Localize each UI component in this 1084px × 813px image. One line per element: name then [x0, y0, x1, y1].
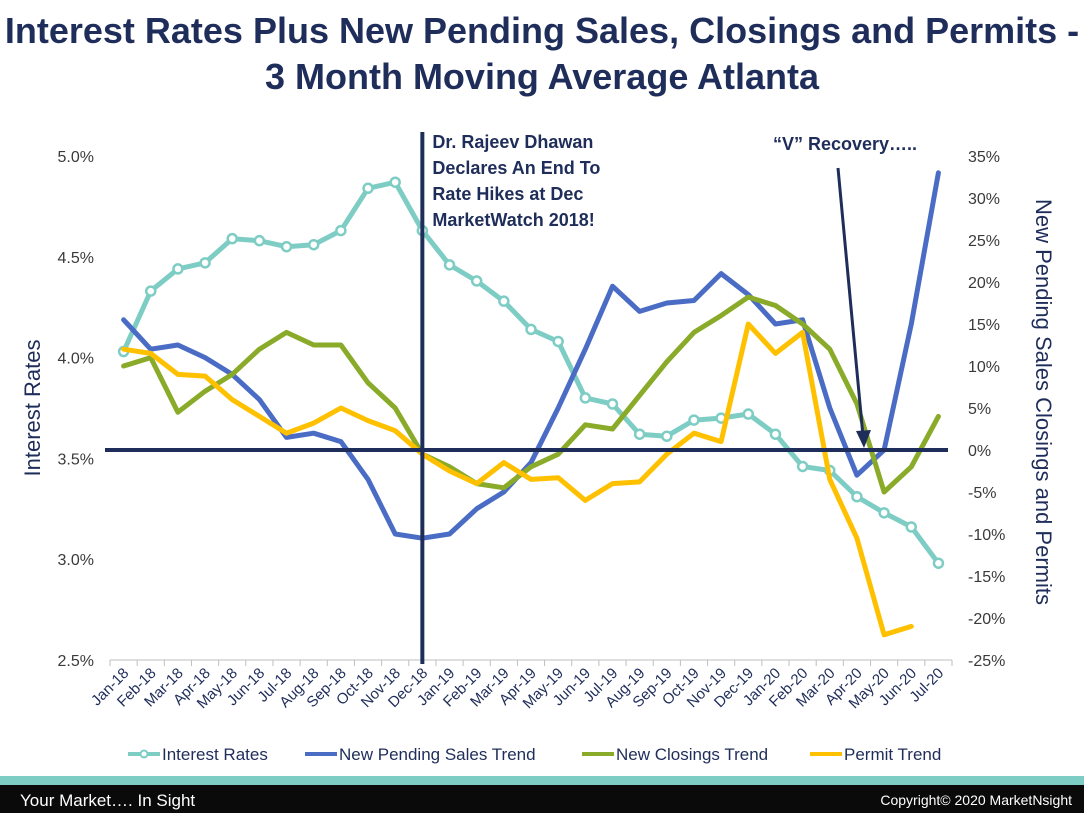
right-tick-label: -15% [968, 569, 1005, 586]
legend-label-new-pending-sales-trend: New Pending Sales Trend [339, 745, 536, 764]
left-tick-label: 4.0% [58, 351, 94, 368]
data-point-interest-rates [796, 460, 809, 473]
right-tick-label: 25% [968, 233, 1000, 250]
data-point-interest-rates [633, 428, 646, 440]
footer-tagline: Your Market…. In Sight [20, 791, 196, 810]
v-recovery-arrow-shaft [836, 167, 865, 435]
left-tick-label: 4.5% [58, 250, 94, 267]
series-line-interest-rates [121, 179, 941, 566]
right-tick-label: 35% [968, 149, 1000, 166]
data-point-interest-rates [335, 224, 347, 237]
annotation-dhawan-line: MarketWatch 2018! [432, 210, 594, 230]
v-recovery-arrowhead [856, 430, 871, 448]
right-tick-label: 15% [968, 317, 1000, 334]
data-point-interest-rates [498, 295, 510, 307]
right-tick-label: -10% [968, 527, 1005, 544]
data-point-interest-rates [552, 335, 564, 348]
legend-label-permit-trend: Permit Trend [844, 745, 941, 764]
series-lines [117, 170, 945, 638]
annotation-dhawan-line: Dr. Rajeev Dhawan [432, 132, 593, 152]
data-point-interest-rates [144, 285, 157, 297]
right-tick-label: -20% [968, 611, 1005, 628]
data-point-interest-rates [199, 257, 211, 269]
right-tick-label: 5% [968, 401, 991, 418]
data-point-interest-rates [606, 398, 619, 410]
series-line-permit-trend [121, 321, 914, 638]
right-tick-label: 10% [968, 359, 1000, 376]
data-point-interest-rates [661, 430, 673, 442]
footer-accent-band [0, 776, 1084, 785]
annotation-dhawan-line: Declares An End To [432, 158, 600, 178]
data-point-interest-rates [470, 275, 483, 287]
data-point-interest-rates [172, 263, 184, 275]
annotation-dhawan-line: Rate Hikes at Dec [432, 184, 583, 204]
right-tick-label: 0% [968, 443, 991, 460]
right-tick-label: 30% [968, 191, 1000, 208]
right-tick-label: -5% [968, 485, 996, 502]
data-point-interest-rates [851, 490, 863, 503]
chart-title: Interest Rates Plus New Pending Sales, C… [4, 10, 1080, 97]
reference-lines [105, 132, 948, 664]
data-point-interest-rates [280, 240, 293, 253]
annotations: Dr. Rajeev Dhawan Declares An End To Rate … [432, 132, 917, 448]
data-point-interest-rates [742, 408, 755, 420]
legend: Interest Rates New Pending Sales Trend New… [128, 745, 941, 764]
data-point-interest-rates [362, 182, 374, 195]
data-point-interest-rates [769, 428, 782, 440]
data-point-interest-rates [226, 232, 238, 245]
data-point-interest-rates [253, 234, 266, 247]
data-point-interest-rates [905, 521, 918, 533]
left-tick-label: 3.0% [58, 552, 94, 569]
series-line-new-pending-sales-trend [121, 170, 941, 541]
legend-label-new-closings-trend: New Closings Trend [616, 745, 768, 764]
legend-marker-interest-rates [139, 749, 149, 759]
data-point-interest-rates [443, 259, 456, 271]
footer-copyright: Copyright© 2020 MarketNsight [880, 792, 1072, 808]
data-point-interest-rates [579, 392, 592, 404]
left-tick-label: 5.0% [58, 149, 94, 166]
series-line-new-closings-trend [121, 294, 941, 495]
footer-bar: Your Market…. In Sight Copyright© 2020 M… [0, 785, 1084, 813]
left-tick-label: 3.5% [58, 451, 94, 468]
data-point-interest-rates [389, 176, 401, 188]
right-tick-label: 20% [968, 275, 1000, 292]
data-point-interest-rates [525, 323, 537, 336]
right-axis-title: New Pending Sales Closings and Permits [1031, 199, 1056, 605]
legend-label-interest-rates: Interest Rates [162, 745, 268, 764]
data-point-interest-rates [688, 414, 700, 426]
left-axis-title: Interest Rates [20, 340, 45, 477]
data-point-interest-rates [878, 507, 890, 519]
annotation-v-recovery: “V” Recovery….. [773, 134, 917, 154]
chart-area: Jan-18Feb-18Mar-18Apr-18May-18Jun-18Jul-… [20, 132, 1056, 764]
data-point-interest-rates [932, 557, 945, 569]
right-tick-label: -25% [968, 653, 1005, 670]
left-tick-label: 2.5% [58, 653, 94, 670]
data-point-interest-rates [307, 238, 320, 251]
